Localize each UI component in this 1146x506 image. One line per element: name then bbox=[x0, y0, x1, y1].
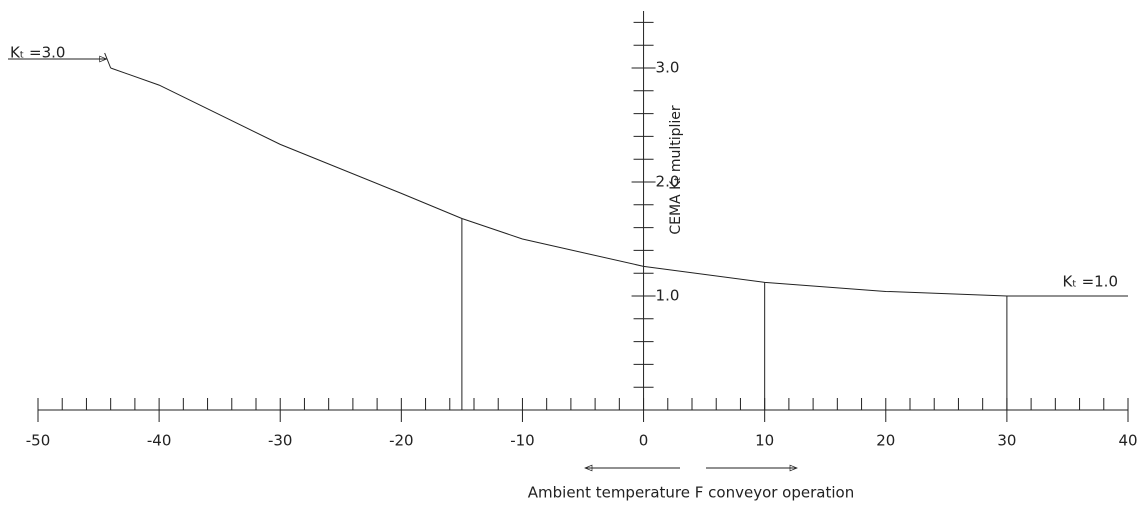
x-axis-title: Ambient temperature F conveyor operation bbox=[528, 484, 854, 502]
annotation-arrow bbox=[104, 52, 112, 69]
x-tick-label: -10 bbox=[510, 432, 535, 450]
x-tick-label: -20 bbox=[389, 432, 414, 450]
x-tick-label: 40 bbox=[1118, 432, 1137, 450]
annotation: Kₜ =1.0 bbox=[1063, 273, 1118, 291]
x-tick-label: 0 bbox=[639, 432, 649, 450]
x-tick-label: 10 bbox=[755, 432, 774, 450]
y-tick-label: 3.0 bbox=[656, 59, 680, 77]
x-tick-label: -50 bbox=[26, 432, 51, 450]
x-tick-label: -30 bbox=[268, 432, 293, 450]
x-tick-label: 30 bbox=[997, 432, 1016, 450]
x-tick-label: -40 bbox=[147, 432, 172, 450]
x-tick-label: 20 bbox=[876, 432, 895, 450]
y-tick-label: 2.0 bbox=[656, 173, 680, 191]
annotation: Kₜ =3.0 bbox=[10, 44, 65, 62]
curve bbox=[110, 67, 1128, 297]
y-axis-title: CEMA Kₜ multiplier bbox=[668, 105, 684, 235]
y-tick-label: 1.0 bbox=[656, 287, 680, 305]
